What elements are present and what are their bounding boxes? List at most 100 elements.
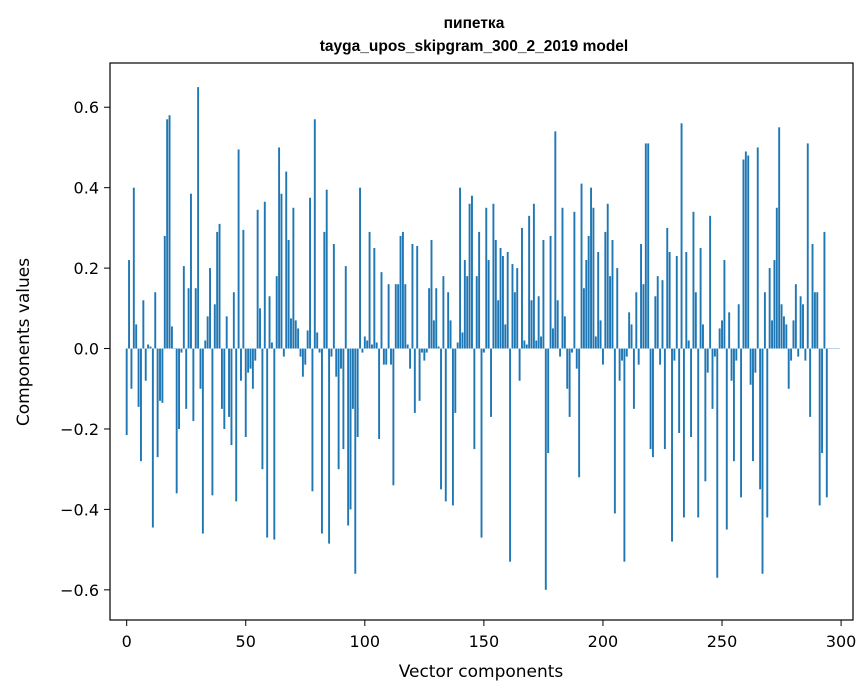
bar-49 <box>242 229 245 349</box>
bar-55 <box>256 209 259 349</box>
bar-8 <box>144 348 147 381</box>
bar-144 <box>468 203 471 349</box>
bar-134 <box>444 348 447 502</box>
bar-131 <box>437 346 440 349</box>
bar-203 <box>609 276 612 349</box>
y-tick-label: −0.2 <box>60 420 99 439</box>
bar-122 <box>416 245 419 349</box>
bar-158 <box>501 256 504 349</box>
bar-43 <box>228 348 231 417</box>
bar-235 <box>685 252 688 349</box>
bar-30 <box>197 87 200 349</box>
bar-291 <box>818 348 821 506</box>
bar-287 <box>809 348 812 417</box>
bar-93 <box>347 348 350 526</box>
bar-18 <box>168 115 171 349</box>
bar-72 <box>297 328 300 349</box>
bar-281 <box>794 284 797 349</box>
bar-250 <box>721 320 723 349</box>
chart-subtitle: tayga_upos_skipgram_300_2_2019 model <box>320 38 628 55</box>
bar-95 <box>351 348 354 409</box>
bar-99 <box>361 348 364 353</box>
bar-133 <box>442 276 445 349</box>
y-tick-label: 0.2 <box>74 259 99 278</box>
bar-140 <box>459 187 462 349</box>
bar-148 <box>478 231 481 349</box>
bar-120 <box>411 243 414 349</box>
bar-130 <box>435 288 438 349</box>
plot-frame <box>109 62 854 621</box>
bar-274 <box>778 127 781 349</box>
bar-188 <box>573 211 576 349</box>
bar-194 <box>587 235 590 349</box>
bar-227 <box>666 227 669 349</box>
bar-239 <box>694 292 697 349</box>
bar-92 <box>344 266 347 349</box>
bar-24 <box>182 266 185 349</box>
bar-80 <box>316 332 319 349</box>
bar-294 <box>825 348 828 498</box>
bar-252 <box>725 348 728 530</box>
bar-73 <box>299 348 302 357</box>
bar-63 <box>275 276 278 349</box>
bar-154 <box>492 203 495 349</box>
bar-66 <box>282 348 285 357</box>
bar-88 <box>335 348 338 377</box>
bar-196 <box>592 207 595 349</box>
y-axis-ticks: −0.6 −0.4 −0.2 0.0 0.2 0.4 0.6 <box>60 98 110 600</box>
bar-228 <box>668 252 671 349</box>
bar-47 <box>237 149 240 349</box>
bar-170 <box>530 300 533 349</box>
bar-237 <box>690 348 693 438</box>
bar-136 <box>449 320 452 349</box>
bar-108 <box>382 348 385 365</box>
bar-14 <box>159 348 161 401</box>
bar-164 <box>516 268 519 349</box>
y-tick-label: −0.4 <box>60 500 99 519</box>
bar-126 <box>425 348 428 353</box>
bar-190 <box>578 348 581 478</box>
bar-111 <box>390 348 392 365</box>
bar-171 <box>532 203 535 349</box>
bar-182 <box>559 348 562 357</box>
bar-178 <box>549 235 552 349</box>
x-tick-label: 50 <box>236 632 256 651</box>
x-axis-ticks: 0 50 100 150 200 250 300 <box>122 620 856 651</box>
bar-11 <box>151 348 154 528</box>
bar-153 <box>490 348 492 417</box>
bar-242 <box>702 324 704 349</box>
bar-74 <box>301 348 304 377</box>
bar-254 <box>730 348 733 381</box>
bar-209 <box>623 348 626 562</box>
bar-46 <box>235 348 238 502</box>
bar-149 <box>480 348 483 538</box>
bar-214 <box>635 292 638 349</box>
bar-147 <box>475 276 478 349</box>
bar-40 <box>220 348 223 409</box>
bar-186 <box>568 348 571 417</box>
bar-229 <box>671 348 673 542</box>
bar-138 <box>454 348 457 413</box>
bar-76 <box>306 330 309 349</box>
bar-269 <box>766 348 769 518</box>
bar-230 <box>673 348 676 361</box>
bar-19 <box>170 326 173 349</box>
bar-129 <box>432 320 435 349</box>
bar-267 <box>761 348 764 574</box>
bar-94 <box>349 348 352 510</box>
bar-97 <box>356 348 359 438</box>
bar-231 <box>675 256 678 349</box>
bar-146 <box>473 348 476 450</box>
bar-2 <box>130 348 133 389</box>
bar-116 <box>401 231 404 349</box>
bar-45 <box>232 292 235 349</box>
bar-272 <box>773 260 776 349</box>
bar-210 <box>625 348 628 357</box>
bar-50 <box>244 348 247 438</box>
bar-70 <box>292 207 295 349</box>
x-tick-label: 150 <box>469 632 500 651</box>
bar-238 <box>692 211 695 349</box>
bar-79 <box>313 119 316 349</box>
bar-202 <box>606 203 609 349</box>
y-tick-label: 0.4 <box>74 179 99 198</box>
